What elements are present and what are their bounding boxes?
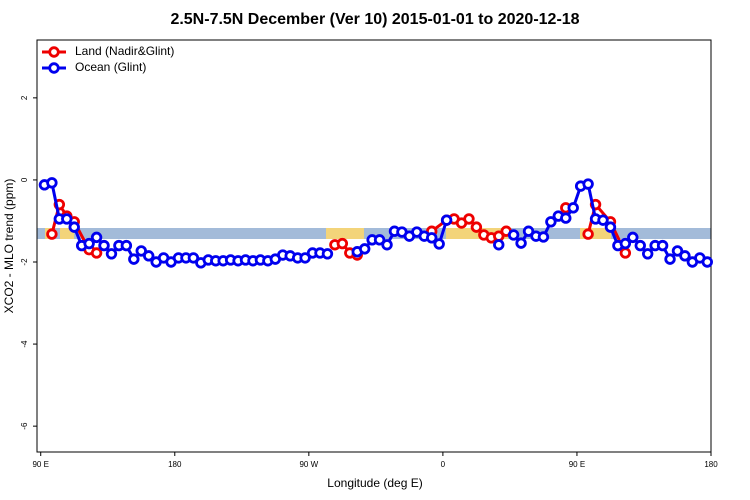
legend-marker	[48, 46, 60, 58]
y-tick-label: -6	[20, 422, 29, 430]
y-axis-label: XCO2 - MLO trend (ppm)	[2, 179, 16, 314]
point	[493, 239, 505, 251]
point	[634, 239, 646, 252]
point	[90, 231, 103, 244]
point	[373, 234, 386, 246]
point	[545, 216, 557, 228]
point	[656, 239, 669, 252]
point	[440, 214, 453, 226]
point	[90, 247, 103, 259]
point	[515, 237, 527, 249]
point	[470, 221, 483, 233]
point	[582, 178, 594, 190]
x-axis-label: Longitude (deg E)	[327, 476, 422, 490]
point	[61, 213, 73, 225]
y-tick-label: 2	[20, 95, 29, 100]
point	[560, 212, 572, 224]
point	[582, 228, 594, 240]
point	[105, 248, 118, 260]
legend-label: Ocean (Glint)	[75, 60, 146, 74]
point	[187, 252, 200, 264]
surface-band	[37, 228, 711, 239]
point	[567, 202, 579, 214]
point	[701, 256, 713, 268]
point	[507, 229, 520, 241]
point	[46, 177, 58, 189]
point	[321, 248, 334, 260]
point	[671, 245, 684, 257]
point	[135, 245, 147, 257]
x-tick-label: 90 W	[299, 460, 318, 469]
point	[381, 239, 393, 251]
point	[128, 253, 140, 265]
point	[664, 253, 676, 265]
legend-marker	[48, 62, 60, 74]
point	[98, 239, 110, 252]
point	[83, 237, 95, 250]
point	[619, 247, 632, 259]
point	[336, 237, 349, 250]
plot-frame	[36, 39, 712, 453]
y-tick-label: -2	[20, 258, 29, 266]
point	[463, 213, 475, 225]
point	[604, 221, 617, 233]
point	[426, 232, 438, 244]
point	[68, 221, 80, 233]
point	[679, 250, 691, 262]
point	[627, 231, 639, 244]
point	[299, 252, 311, 264]
x-tick-label: 180	[704, 460, 718, 469]
x-tick-label: 90 E	[569, 460, 585, 469]
point	[641, 248, 654, 260]
point	[597, 214, 609, 226]
point	[358, 243, 371, 255]
legend-label: Land (Nadir&Glint)	[75, 44, 174, 58]
point	[619, 237, 632, 250]
point	[537, 231, 550, 243]
point	[433, 238, 445, 250]
point	[143, 250, 155, 262]
point	[522, 225, 535, 237]
y-tick-label: -4	[20, 340, 29, 348]
chart-title: 2.5N-7.5N December (Ver 10) 2015-01-01 t…	[170, 11, 579, 28]
point	[120, 239, 133, 252]
y-tick-label: 0	[20, 177, 29, 182]
x-tick-label: 180	[168, 460, 182, 469]
point	[46, 228, 58, 240]
x-tick-label: 90 E	[32, 460, 48, 469]
x-tick-label: 0	[441, 460, 446, 469]
